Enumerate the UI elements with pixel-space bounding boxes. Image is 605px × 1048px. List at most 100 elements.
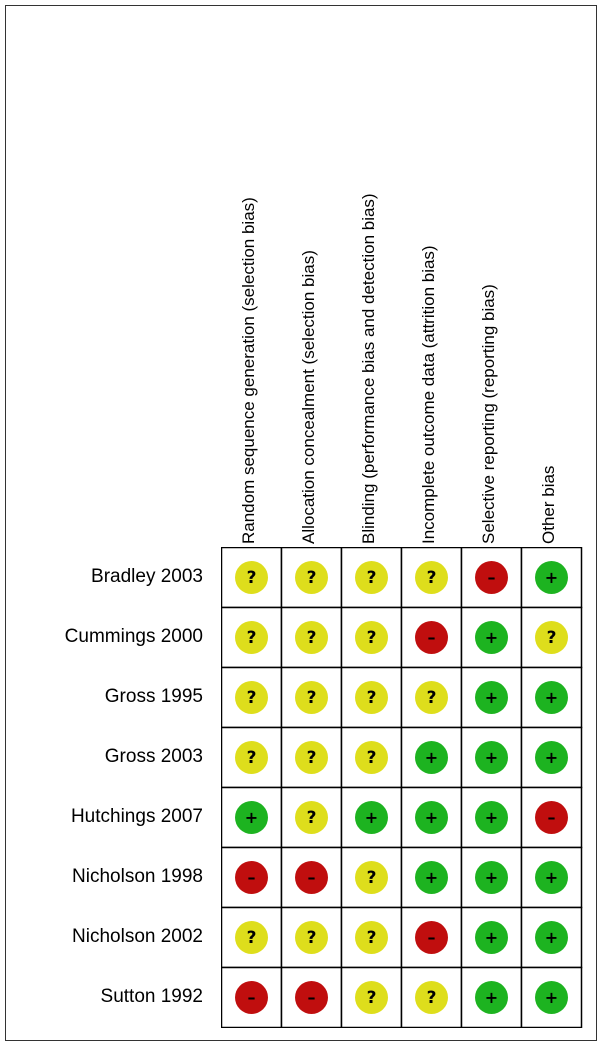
rating-symbol: ?: [367, 748, 377, 768]
rating-symbol: ?: [547, 628, 557, 648]
unclear-risk-icon: [295, 741, 328, 774]
unclear-risk-icon: [235, 681, 268, 714]
rating-symbol: +: [485, 868, 498, 887]
low-risk-icon: [535, 861, 568, 894]
low-risk-icon: [535, 561, 568, 594]
unclear-risk-icon: [415, 981, 448, 1014]
unclear-risk-icon: [535, 621, 568, 654]
study-label: Sutton 1992: [100, 986, 203, 1007]
column-header-label: Other bias: [539, 465, 558, 544]
rating-symbol: +: [425, 748, 438, 767]
rating-symbol: ?: [307, 928, 317, 948]
low-risk-icon: [415, 861, 448, 894]
unclear-risk-icon: [355, 921, 388, 954]
rating-symbol: ?: [307, 808, 317, 828]
column-header: Other bias: [521, 6, 581, 546]
rating-symbol: ?: [367, 628, 377, 648]
rating-symbol: +: [425, 868, 438, 887]
rating-symbol: +: [485, 688, 498, 707]
column-header-label: Incomplete outcome data (attrition bias): [419, 245, 438, 544]
rating-symbol: ?: [307, 748, 317, 768]
unclear-risk-icon: [355, 681, 388, 714]
unclear-risk-icon: [235, 741, 268, 774]
rating-symbol: ?: [367, 568, 377, 588]
rating-symbol: ?: [427, 688, 437, 708]
study-label: Gross 2003: [104, 746, 203, 767]
rating-symbol: –: [428, 628, 436, 647]
study-label: Nicholson 2002: [72, 926, 203, 947]
rating-symbol: ?: [247, 928, 257, 948]
study-label: Bradley 2003: [91, 566, 203, 587]
unclear-risk-icon: [415, 681, 448, 714]
low-risk-icon: [475, 861, 508, 894]
high-risk-icon: [415, 621, 448, 654]
high-risk-icon: [415, 921, 448, 954]
low-risk-icon: [535, 981, 568, 1014]
unclear-risk-icon: [235, 621, 268, 654]
rating-symbol: –: [248, 988, 256, 1007]
low-risk-icon: [475, 981, 508, 1014]
high-risk-icon: [295, 861, 328, 894]
unclear-risk-icon: [415, 561, 448, 594]
rating-symbol: ?: [367, 928, 377, 948]
unclear-risk-icon: [295, 681, 328, 714]
unclear-risk-icon: [235, 561, 268, 594]
unclear-risk-icon: [355, 741, 388, 774]
column-header-label: Random sequence generation (selection bi…: [239, 197, 258, 544]
column-header: Random sequence generation (selection bi…: [221, 6, 281, 546]
rating-symbol: –: [548, 808, 556, 827]
high-risk-icon: [235, 861, 268, 894]
low-risk-icon: [355, 801, 388, 834]
low-risk-icon: [235, 801, 268, 834]
low-risk-icon: [535, 681, 568, 714]
unclear-risk-icon: [295, 921, 328, 954]
rating-symbol: ?: [427, 988, 437, 1008]
rating-symbol: ?: [247, 568, 257, 588]
rating-symbol: +: [365, 808, 378, 827]
risk-of-bias-figure: Random sequence generation (selection bi…: [5, 5, 597, 1041]
high-risk-icon: [535, 801, 568, 834]
rating-symbol: –: [308, 988, 316, 1007]
rating-symbol: –: [248, 868, 256, 887]
high-risk-icon: [295, 981, 328, 1014]
study-label: Nicholson 1998: [72, 866, 203, 887]
rating-symbol: –: [428, 928, 436, 947]
rating-symbol: +: [545, 748, 558, 767]
column-header-label: Allocation concealment (selection bias): [299, 250, 318, 544]
column-header: Incomplete outcome data (attrition bias): [401, 6, 461, 546]
low-risk-icon: [475, 801, 508, 834]
high-risk-icon: [235, 981, 268, 1014]
rating-symbol: +: [485, 748, 498, 767]
unclear-risk-icon: [355, 981, 388, 1014]
rating-symbol: +: [485, 628, 498, 647]
rating-symbol: ?: [247, 748, 257, 768]
column-header-label: Selective reporting (reporting bias): [479, 284, 498, 544]
column-header: Selective reporting (reporting bias): [461, 6, 521, 546]
low-risk-icon: [415, 741, 448, 774]
low-risk-icon: [535, 921, 568, 954]
low-risk-icon: [415, 801, 448, 834]
rating-symbol: ?: [307, 568, 317, 588]
rating-symbol: +: [485, 808, 498, 827]
rating-symbol: ?: [367, 868, 377, 888]
rating-symbol: +: [245, 808, 258, 827]
rating-symbol: –: [488, 568, 496, 587]
risk-of-bias-grid: ???? – +??? – +????? + +??? + + + +? + + + – – –? + + +??? –…: [221, 547, 583, 1028]
study-label: Cummings 2000: [64, 626, 203, 647]
unclear-risk-icon: [295, 801, 328, 834]
rating-symbol: ?: [247, 688, 257, 708]
grid-cell: [520, 786, 583, 849]
column-header: Allocation concealment (selection bias): [281, 6, 341, 546]
low-risk-icon: [475, 621, 508, 654]
rating-symbol: ?: [307, 628, 317, 648]
rating-symbol: +: [545, 988, 558, 1007]
low-risk-icon: [475, 921, 508, 954]
rating-symbol: +: [485, 928, 498, 947]
rating-symbol: –: [308, 868, 316, 887]
rating-symbol: +: [425, 808, 438, 827]
low-risk-icon: [475, 681, 508, 714]
rating-symbol: +: [545, 928, 558, 947]
column-header: Blinding (performance bias and detection…: [341, 6, 401, 546]
column-header-label: Blinding (performance bias and detection…: [359, 193, 378, 544]
unclear-risk-icon: [235, 921, 268, 954]
